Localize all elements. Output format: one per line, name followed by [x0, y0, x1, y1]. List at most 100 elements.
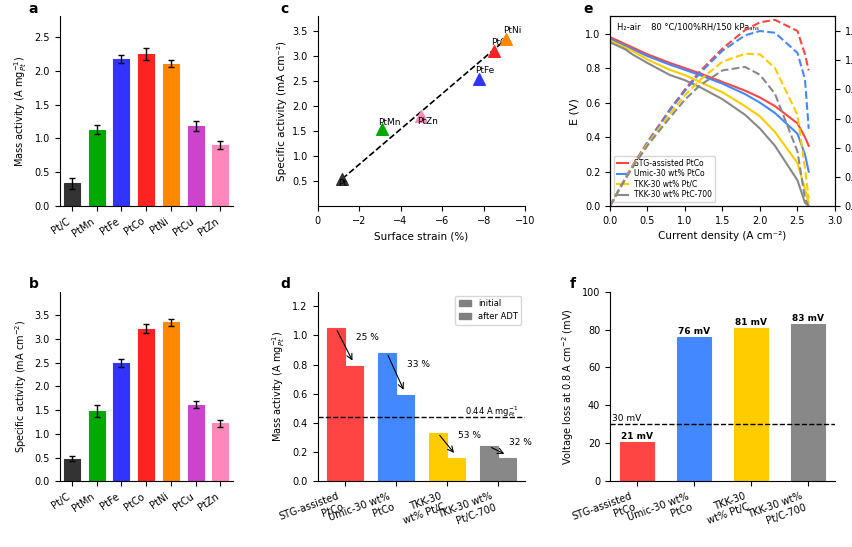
Text: PtFe: PtFe: [475, 66, 495, 75]
Text: e: e: [583, 2, 592, 16]
TKK-30 wt% Pt/C: [613, 40, 623, 47]
TKK-30 wt% PtC-700: [613, 43, 623, 49]
Text: 81 mV: 81 mV: [735, 318, 767, 327]
Text: 33 %: 33 %: [407, 360, 430, 369]
Bar: [89, 130, 105, 206]
TKK-30 wt% Pt/C: [665, 67, 675, 73]
Umic-30 wt% PtCo: [613, 39, 623, 45]
TKK-30 wt% PtC-700: [620, 46, 630, 53]
Bar: [620, 441, 654, 481]
Text: PtMn: PtMn: [377, 118, 400, 127]
TKK-30 wt% Pt/C: [800, 185, 810, 192]
TKK-30 wt% PtC-700: [665, 72, 675, 78]
TKK-30 wt% Pt/C: [620, 44, 630, 51]
Umic-30 wt% PtCo: [605, 36, 615, 42]
Line: STG-assisted PtCo: STG-assisted PtCo: [610, 37, 809, 146]
Text: f: f: [569, 277, 575, 291]
TKK-30 wt% Pt/C: [717, 89, 728, 96]
TKK-30 wt% PtC-700: [740, 112, 750, 118]
Umic-30 wt% PtCo: [800, 151, 810, 158]
TKK-30 wt% Pt/C: [792, 160, 803, 166]
Bar: [498, 458, 515, 481]
Bar: [187, 126, 204, 206]
Bar: [187, 404, 204, 481]
Umic-30 wt% PtCo: [717, 80, 728, 87]
Y-axis label: E (V): E (V): [569, 98, 579, 125]
Text: PtNi: PtNi: [504, 26, 521, 35]
STG-assisted PtCo: [613, 37, 623, 44]
Umic-30 wt% PtCo: [740, 91, 750, 97]
Bar: [212, 423, 228, 481]
Bar: [446, 458, 464, 481]
Bar: [212, 145, 228, 206]
STG-assisted PtCo: [620, 40, 630, 47]
Umic-30 wt% PtCo: [755, 100, 765, 106]
STG-assisted PtCo: [665, 60, 675, 66]
Bar: [677, 337, 711, 481]
STG-assisted PtCo: [792, 120, 803, 127]
Bar: [480, 446, 498, 481]
Umic-30 wt% PtCo: [665, 61, 675, 68]
STG-assisted PtCo: [770, 103, 780, 109]
Text: 25 %: 25 %: [356, 333, 379, 342]
Umic-30 wt% PtCo: [770, 110, 780, 117]
X-axis label: Current density (A cm⁻²): Current density (A cm⁻²): [659, 231, 786, 241]
Text: 32 %: 32 %: [509, 438, 532, 447]
Text: 0.44 A mg$_{Pt}^{-1}$: 0.44 A mg$_{Pt}^{-1}$: [465, 404, 518, 418]
TKK-30 wt% Pt/C: [695, 79, 705, 85]
Text: H₂-air    80 °C/100%RH/150 kPaₐₙₛ: H₂-air 80 °C/100%RH/150 kPaₐₙₛ: [617, 22, 759, 31]
Umic-30 wt% PtCo: [642, 53, 653, 60]
Bar: [113, 363, 130, 481]
STG-assisted PtCo: [803, 143, 814, 149]
STG-assisted PtCo: [717, 79, 728, 85]
TKK-30 wt% Pt/C: [755, 113, 765, 120]
Bar: [89, 411, 105, 481]
Bar: [345, 366, 363, 481]
Text: PtZn: PtZn: [417, 117, 438, 126]
Y-axis label: Specific activity (mA cm⁻²): Specific activity (mA cm⁻²): [277, 41, 287, 181]
TKK-30 wt% PtC-700: [755, 125, 765, 132]
Y-axis label: Mass activity (A mg$_{Pt}^{-1}$): Mass activity (A mg$_{Pt}^{-1}$): [270, 331, 287, 442]
TKK-30 wt% PtC-700: [800, 200, 810, 206]
Bar: [64, 183, 80, 206]
TKK-30 wt% Pt/C: [680, 72, 690, 78]
Bar: [429, 433, 446, 481]
Bar: [378, 353, 396, 481]
X-axis label: Surface strain (%): Surface strain (%): [374, 231, 469, 241]
TKK-30 wt% Pt/C: [605, 37, 615, 44]
Text: b: b: [28, 277, 38, 291]
Umic-30 wt% PtCo: [792, 130, 803, 137]
STG-assisted PtCo: [605, 34, 615, 40]
Text: c: c: [280, 2, 288, 16]
Text: 83 mV: 83 mV: [792, 314, 824, 323]
Line: Umic-30 wt% PtCo: Umic-30 wt% PtCo: [610, 39, 809, 172]
TKK-30 wt% Pt/C: [627, 48, 637, 54]
Text: 76 mV: 76 mV: [678, 327, 710, 336]
Bar: [396, 395, 414, 481]
TKK-30 wt% PtC-700: [642, 60, 653, 66]
Y-axis label: Mass activity (A mg$_{Pt}^{-1}$): Mass activity (A mg$_{Pt}^{-1}$): [12, 56, 29, 167]
Point: [487, 47, 501, 56]
STG-assisted PtCo: [680, 65, 690, 72]
Text: PtCo: PtCo: [491, 38, 512, 48]
STG-assisted PtCo: [800, 134, 810, 141]
Point: [473, 74, 486, 83]
STG-assisted PtCo: [627, 44, 637, 51]
TKK-30 wt% Pt/C: [740, 103, 750, 109]
Point: [375, 124, 389, 133]
Y-axis label: Voltage loss at 0.8 A cm$^{-2}$ (mV): Voltage loss at 0.8 A cm$^{-2}$ (mV): [561, 308, 576, 465]
Bar: [791, 324, 825, 481]
TKK-30 wt% PtC-700: [605, 39, 615, 45]
TKK-30 wt% PtC-700: [803, 203, 814, 210]
TKK-30 wt% PtC-700: [717, 96, 728, 102]
TKK-30 wt% PtC-700: [695, 84, 705, 90]
STG-assisted PtCo: [695, 70, 705, 77]
STG-assisted PtCo: [740, 88, 750, 94]
TKK-30 wt% Pt/C: [642, 56, 653, 63]
TKK-30 wt% PtC-700: [627, 51, 637, 57]
TKK-30 wt% Pt/C: [770, 129, 780, 135]
STG-assisted PtCo: [642, 51, 653, 57]
STG-assisted PtCo: [755, 94, 765, 101]
Bar: [138, 54, 154, 206]
Umic-30 wt% PtCo: [627, 46, 637, 53]
